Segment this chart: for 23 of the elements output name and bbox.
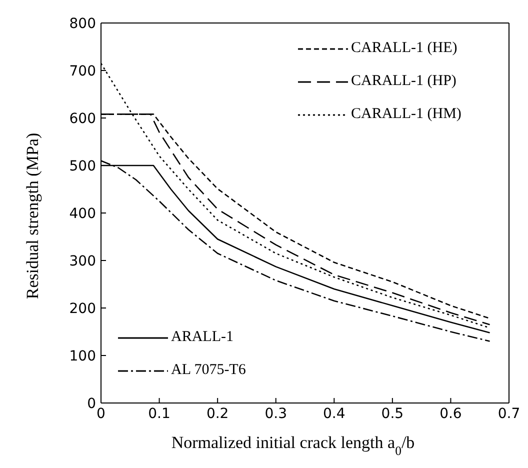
y-tick-label: 600 [69,110,96,127]
x-tick-label: 0.3 [264,406,287,422]
y-tick-label: 100 [69,348,96,364]
legend-label: CARALL-1 (HE) [351,40,458,57]
x-tick-label: 0.7 [498,406,520,422]
x-tick-label: 0.2 [206,406,229,422]
y-tick-label: 800 [69,16,96,32]
legend-label: CARALL-1 (HM) [351,106,462,123]
x-tick-label: 0.6 [440,406,462,422]
y-axis-title: Residual strength (MPa) [23,132,42,300]
legend-label: ARALL-1 [171,329,234,346]
y-tick-label: 500 [69,158,96,174]
legend-label: CARALL-1 (HP) [351,73,456,90]
x-tick-label: 0.5 [381,406,404,422]
y-tick-label: 400 [69,206,96,222]
y-tick-label: 200 [69,300,96,317]
legend-label: AL 7075-T6 [171,362,246,379]
y-tick-label: 700 [69,63,96,80]
y-tick-label: 0 [87,396,96,412]
x-tick-label: 0.4 [323,406,346,422]
x-axis-title: Normalized initial crack length a$_{0}$/b [171,433,415,458]
y-tick-label: 300 [69,253,96,270]
x-tick-label: 0.1 [148,406,170,422]
